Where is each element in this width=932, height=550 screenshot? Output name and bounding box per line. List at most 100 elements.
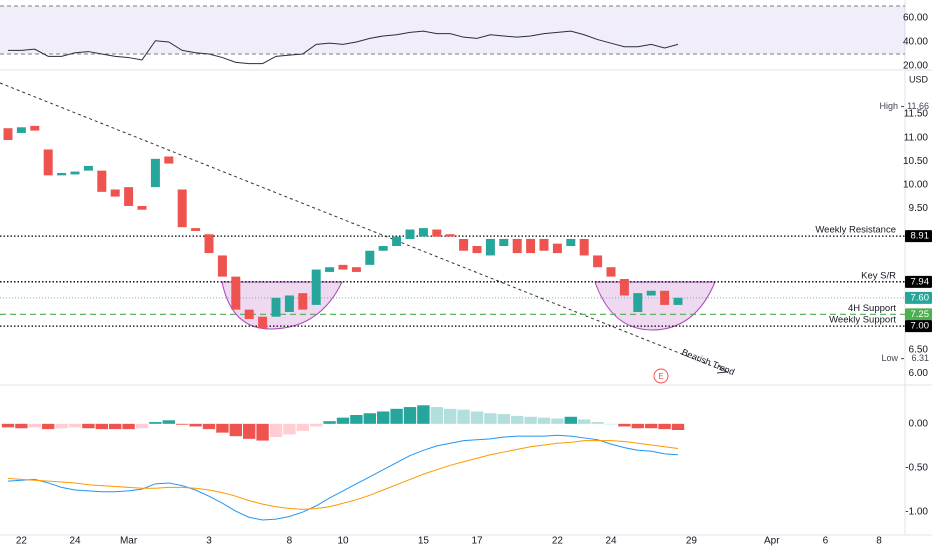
candle-body (191, 228, 201, 231)
histogram-bar (189, 423, 202, 427)
y-tick-label: 6.50 (909, 344, 929, 355)
candle-body (351, 267, 361, 272)
histogram-bar (618, 423, 631, 427)
histogram-bar (430, 407, 443, 424)
extreme-value: 6.31 (911, 353, 929, 363)
histogram-bar (524, 416, 537, 424)
histogram-bar (310, 423, 323, 427)
histogram-bar (336, 417, 350, 424)
histogram-bar (216, 423, 229, 433)
price-badge (905, 320, 932, 333)
candle-body (244, 309, 254, 320)
x-tick-label: Mar (120, 536, 138, 547)
candle-body (97, 170, 107, 192)
histogram-bar (95, 423, 108, 430)
extreme-value: 11.66 (907, 101, 929, 111)
chart-layer: Bearish Trend E USD (0, 0, 932, 536)
histogram-bar (671, 423, 685, 430)
histogram-bar (470, 411, 484, 424)
price-badge (905, 275, 932, 288)
candle-body (673, 297, 683, 305)
candle-body (325, 267, 335, 272)
trend-label: Bearish Trend (680, 347, 736, 377)
candle-body (646, 290, 656, 296)
histogram-bar (122, 423, 135, 430)
histogram-bar (444, 408, 457, 424)
extreme-name: High (879, 101, 898, 111)
candle-body (284, 295, 294, 312)
x-tick-label: 17 (471, 536, 483, 547)
candle-body (459, 238, 469, 251)
price-badge-label: 7.94 (911, 276, 930, 287)
candle-body (526, 238, 536, 254)
candle-body (217, 255, 227, 277)
candle-body (3, 128, 13, 141)
level-label: Weekly Support (829, 315, 896, 326)
y-tick-label: 11.00 (904, 132, 929, 143)
candle-body (512, 238, 522, 254)
price-badge-label: 8.91 (911, 231, 930, 242)
x-tick-label: 22 (16, 536, 28, 547)
candle-body (204, 234, 214, 254)
histogram-bar (323, 421, 336, 424)
level-label: 4H Support (848, 303, 896, 314)
histogram-bar (296, 423, 309, 431)
candle-body (485, 238, 495, 256)
x-tick-label: 22 (552, 536, 564, 547)
candle-body (445, 234, 455, 237)
histogram-bar (363, 413, 376, 424)
histogram-bar (42, 423, 55, 430)
candle-body (177, 189, 187, 228)
price-badge-label: 7.60 (911, 292, 930, 303)
histogram-bar (229, 423, 242, 437)
candle-body (378, 246, 388, 251)
x-tick-label: 6 (823, 536, 829, 547)
y-tick-label: 10.50 (903, 156, 928, 167)
macd-line (7, 434, 679, 521)
histogram-bar (403, 407, 417, 424)
candle-body (432, 229, 442, 237)
histogram-bar (109, 423, 122, 430)
histogram-bar (658, 423, 671, 430)
candle-body (566, 238, 576, 247)
histogram-bar (202, 423, 216, 430)
histogram-bar (564, 416, 577, 424)
histogram-bar (1, 423, 15, 428)
x-tick-label: 8 (287, 536, 293, 547)
histogram-bar (390, 408, 403, 424)
histogram-bar (68, 423, 82, 428)
candle-body (150, 158, 160, 188)
candle-body (606, 267, 616, 277)
histogram-bar (55, 423, 68, 429)
histogram-bar (256, 423, 269, 441)
histogram-bar (497, 414, 510, 424)
histogram-bar (377, 411, 390, 424)
earnings-marker (653, 368, 669, 384)
histogram-bar (537, 417, 551, 424)
trend-arrow (716, 365, 729, 374)
candle-body (392, 236, 402, 247)
candle-body (137, 205, 147, 210)
candle-body (552, 243, 562, 254)
histogram-bar (417, 405, 430, 424)
candle-body (365, 250, 375, 265)
histogram-bar (551, 418, 564, 424)
histogram-bar (149, 422, 162, 424)
x-tick-label: 15 (418, 536, 430, 547)
earnings-label: E (658, 372, 663, 381)
candle-body (338, 264, 348, 270)
x-tick-label: 24 (69, 536, 81, 547)
x-tick-label: Apr (764, 536, 780, 547)
histogram-bar (15, 423, 28, 429)
histogram-bar (162, 420, 175, 424)
candle-body (593, 255, 603, 268)
y-tick-label: 11.50 (904, 109, 929, 120)
price-badge-label: 7.00 (911, 321, 930, 332)
x-tick-label: 10 (337, 536, 349, 547)
histogram-bar (511, 415, 524, 424)
histogram-bar (283, 423, 296, 435)
candle-body (499, 238, 509, 247)
candle-body (124, 187, 134, 206)
x-tick-label: 3 (206, 536, 212, 547)
